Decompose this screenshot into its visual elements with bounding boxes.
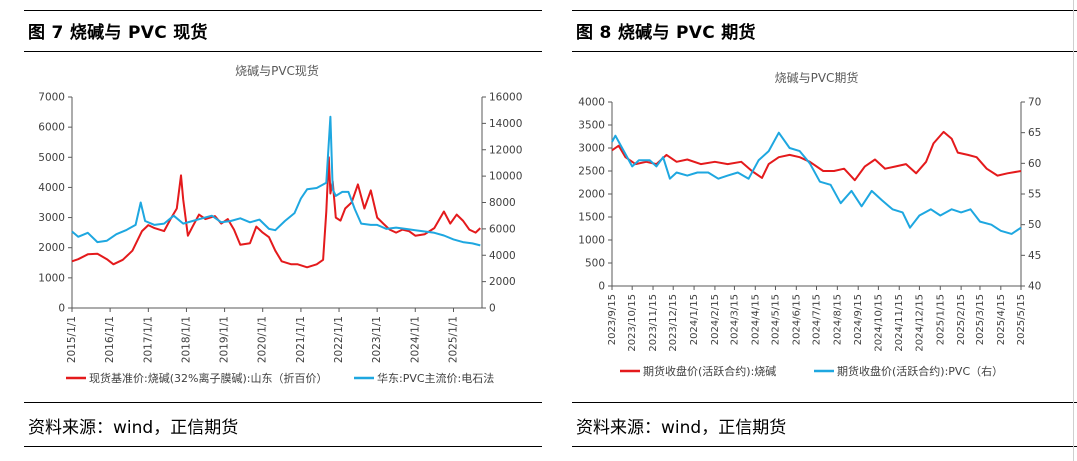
figure-title: 图 8 烧碱与 PVC 期货 — [576, 23, 756, 43]
x-tick-label: 2016/1/1 — [104, 316, 116, 363]
page-scrollbar-edge — [1073, 0, 1074, 461]
x-tick-label: 2024/3/15 — [729, 294, 740, 345]
series-line-pvc — [611, 131, 1022, 235]
y-left-tick-label: 0 — [58, 303, 65, 315]
x-tick-label: 2021/1/1 — [295, 316, 307, 363]
y-left-tick-label: 2500 — [578, 166, 605, 178]
legend-label: 期货收盘价(活跃合约):PVC（右） — [837, 364, 1003, 378]
y-right-tick-label: 2000 — [489, 276, 516, 288]
source-note: 资料来源：wind，正信期货 — [576, 418, 787, 438]
source-rule — [572, 402, 1077, 403]
x-tick-label: 2024/1/1 — [409, 316, 421, 363]
y-right-tick-label: 0 — [489, 303, 496, 315]
x-tick-label: 2023/1/1 — [371, 316, 383, 363]
x-tick-label: 2024/5/15 — [770, 294, 781, 345]
x-tick-label: 2020/1/1 — [257, 316, 269, 363]
y-left-tick-label: 2000 — [578, 189, 605, 201]
x-tick-label: 2015/1/1 — [66, 316, 78, 363]
y-left-tick-label: 4000 — [38, 182, 65, 194]
series-line-caustic-soda — [71, 156, 481, 269]
legend-label: 现货基准价:烧碱(32%离子膜碱):山东（折百价） — [89, 371, 327, 385]
x-tick-label: 2024/12/15 — [914, 294, 925, 352]
y-left-tick-label: 1000 — [578, 235, 605, 247]
x-tick-label: 2023/12/15 — [668, 294, 679, 352]
x-tick-label: 2024/2/15 — [710, 294, 721, 345]
y-left-tick-label: 5000 — [38, 152, 65, 164]
x-tick-label: 2024/6/15 — [791, 294, 802, 345]
x-tick-label: 2017/1/1 — [142, 316, 154, 363]
x-tick-label: 2025/2/15 — [956, 294, 967, 345]
y-right-tick-label: 12000 — [489, 144, 522, 156]
bottom-rule — [572, 446, 1077, 447]
title-rule — [572, 51, 1077, 52]
y-right-tick-label: 5000 — [1028, 219, 1042, 231]
figure-title: 图 7 烧碱与 PVC 现货 — [28, 23, 208, 43]
y-left-tick-label: 2000 — [38, 242, 65, 254]
y-right-tick-label: 4000 — [1028, 281, 1042, 293]
series-line-pvc — [71, 115, 481, 247]
x-tick-label: 2025/3/15 — [975, 294, 986, 345]
legend-label: 华东:PVC主流价:电石法 — [377, 371, 494, 385]
y-left-tick-label: 500 — [585, 258, 605, 270]
x-tick-label: 2025/1/15 — [935, 294, 946, 345]
x-tick-label: 2025/1/1 — [447, 316, 459, 363]
x-tick-label: 2018/1/1 — [180, 316, 192, 363]
y-right-tick-label: 6000 — [489, 223, 516, 235]
x-tick-label: 2023/11/15 — [648, 294, 659, 352]
x-tick-label: 2024/10/15 — [873, 294, 884, 352]
chart-title: 烧碱与PVC现货 — [235, 63, 319, 78]
title-rule — [24, 51, 542, 52]
y-left-tick-label: 3000 — [38, 212, 65, 224]
y-left-tick-label: 4000 — [578, 97, 605, 109]
x-tick-label: 2023/10/15 — [627, 294, 638, 352]
y-left-tick-label: 1000 — [38, 272, 65, 284]
x-tick-label: 2024/9/15 — [853, 294, 864, 345]
y-right-tick-label: 6000 — [1028, 158, 1042, 170]
y-left-tick-label: 6000 — [38, 122, 65, 134]
y-right-tick-label: 7000 — [1028, 97, 1042, 109]
y-left-tick-label: 0 — [598, 281, 605, 293]
y-right-tick-label: 10000 — [489, 171, 522, 183]
y-right-tick-label: 16000 — [489, 92, 522, 104]
figure-panel-7: 图 7 烧碱与 PVC 现货 烧碱与PVC现货 0 1000 2000 3000 4000… — [24, 0, 542, 461]
chart-caustic-pvc-spot: 烧碱与PVC现货01000200030004000500060007000020… — [38, 63, 522, 385]
x-tick-label: 2024/1/15 — [689, 294, 700, 345]
x-tick-label: 2019/1/1 — [219, 316, 231, 363]
legend-label: 期货收盘价(活跃合约):烧碱 — [643, 364, 776, 378]
y-right-tick-label: 8000 — [489, 197, 516, 209]
y-right-tick-label: 14000 — [489, 118, 522, 130]
chart-caustic-pvc-futures: 烧碱与PVC期货 0 500 1000 1500 2000 2500 3000 3500 4000… — [578, 70, 1042, 378]
chart-title: 烧碱与PVC期货 — [775, 70, 859, 85]
x-tick-label: 2024/8/15 — [832, 294, 843, 345]
x-tick-label: 2023/9/15 — [607, 294, 618, 345]
y-right-tick-label: 4000 — [489, 250, 516, 262]
x-tick-label: 2025/5/15 — [1016, 294, 1027, 345]
y-right-tick-label: 4500 — [1028, 250, 1042, 262]
top-rule — [572, 10, 1077, 11]
y-left-tick-label: 3000 — [578, 143, 605, 155]
source-note: 资料来源：wind，正信期货 — [28, 418, 239, 438]
y-left-tick-label: 3500 — [578, 120, 605, 132]
x-tick-label: 2022/1/1 — [333, 316, 345, 363]
source-rule — [24, 402, 542, 403]
x-tick-label: 2024/11/15 — [894, 294, 905, 352]
bottom-rule — [24, 446, 542, 447]
y-right-tick-label: 6500 — [1028, 127, 1042, 139]
y-right-tick-label: 5500 — [1028, 189, 1042, 201]
top-rule — [24, 10, 542, 11]
y-left-tick-label: 1500 — [578, 212, 605, 224]
figure-panel-8: 图 8 烧碱与 PVC 期货 烧碱与PVC期货 0 500 1000 1500 2000 2… — [572, 0, 1077, 461]
series-line-caustic-soda — [611, 130, 1022, 182]
x-tick-label: 2024/4/15 — [750, 294, 761, 345]
x-tick-label: 2025/4/15 — [996, 294, 1007, 345]
x-tick-label: 2024/7/15 — [812, 294, 823, 345]
y-left-tick-label: 7000 — [38, 92, 65, 104]
